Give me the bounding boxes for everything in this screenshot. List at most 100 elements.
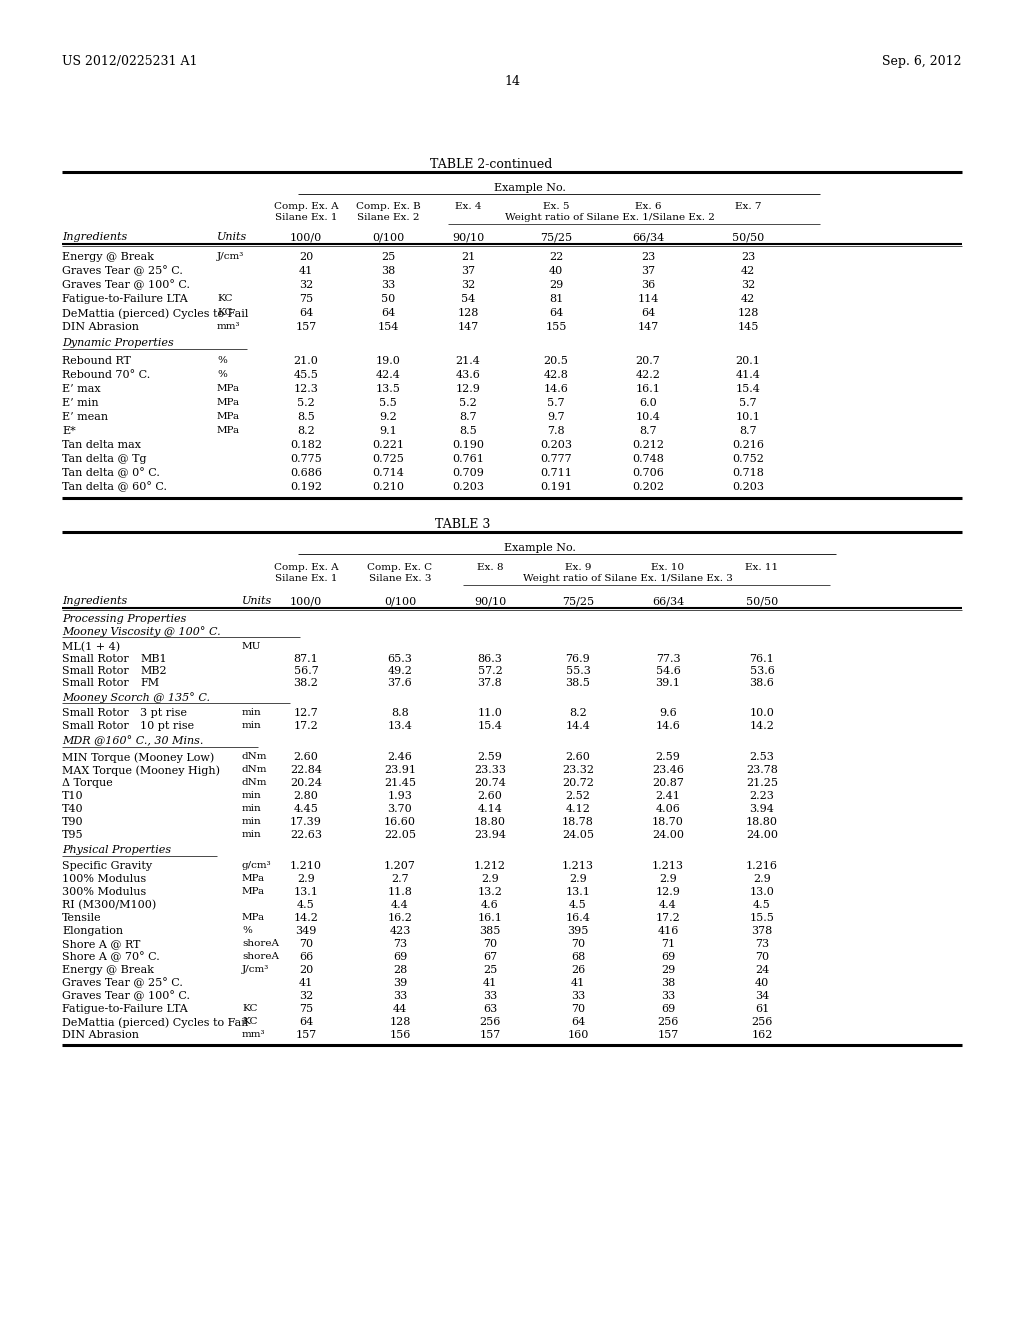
Text: 24.00: 24.00: [746, 830, 778, 840]
Text: 14.6: 14.6: [544, 384, 568, 393]
Text: 33: 33: [660, 991, 675, 1001]
Text: 8.7: 8.7: [459, 412, 477, 422]
Text: 4.45: 4.45: [294, 804, 318, 814]
Text: 43.6: 43.6: [456, 370, 480, 380]
Text: 64: 64: [299, 308, 313, 318]
Text: 416: 416: [657, 927, 679, 936]
Text: 3 pt rise: 3 pt rise: [140, 708, 187, 718]
Text: 17.2: 17.2: [655, 913, 680, 923]
Text: %: %: [217, 370, 227, 379]
Text: 22.84: 22.84: [290, 766, 322, 775]
Text: 2.23: 2.23: [750, 791, 774, 801]
Text: 64: 64: [641, 308, 655, 318]
Text: 17.2: 17.2: [294, 721, 318, 731]
Text: 0.777: 0.777: [541, 454, 571, 465]
Text: DIN Abrasion: DIN Abrasion: [62, 322, 139, 333]
Text: 23.33: 23.33: [474, 766, 506, 775]
Text: Dynamic Properties: Dynamic Properties: [62, 338, 174, 348]
Text: 16.4: 16.4: [565, 913, 591, 923]
Text: 23: 23: [741, 252, 755, 261]
Text: Tan delta @ 60° C.: Tan delta @ 60° C.: [62, 482, 167, 492]
Text: 5.7: 5.7: [739, 399, 757, 408]
Text: 0.203: 0.203: [540, 440, 572, 450]
Text: MU: MU: [242, 642, 261, 651]
Text: 157: 157: [479, 1030, 501, 1040]
Text: mm³: mm³: [242, 1030, 265, 1039]
Text: 18.80: 18.80: [474, 817, 506, 828]
Text: T40: T40: [62, 804, 84, 814]
Text: Energy @ Break: Energy @ Break: [62, 965, 154, 975]
Text: 37.6: 37.6: [388, 678, 413, 688]
Text: Ex. 4: Ex. 4: [455, 202, 481, 211]
Text: Silane Ex. 2: Silane Ex. 2: [356, 213, 419, 222]
Text: 6.0: 6.0: [639, 399, 656, 408]
Text: 2.41: 2.41: [655, 791, 680, 801]
Text: 16.60: 16.60: [384, 817, 416, 828]
Text: 90/10: 90/10: [474, 597, 506, 606]
Text: Mooney Viscosity @ 100° C.: Mooney Viscosity @ 100° C.: [62, 626, 220, 636]
Text: 9.1: 9.1: [379, 426, 397, 436]
Text: 128: 128: [737, 308, 759, 318]
Text: 70: 70: [571, 1005, 585, 1014]
Text: 256: 256: [657, 1016, 679, 1027]
Text: 0.203: 0.203: [452, 482, 484, 492]
Text: 0.761: 0.761: [452, 454, 484, 465]
Text: 32: 32: [299, 991, 313, 1001]
Text: 12.3: 12.3: [294, 384, 318, 393]
Text: Shore A @ RT: Shore A @ RT: [62, 939, 140, 949]
Text: 61: 61: [755, 1005, 769, 1014]
Text: 8.7: 8.7: [639, 426, 656, 436]
Text: dNm: dNm: [242, 777, 267, 787]
Text: T95: T95: [62, 830, 84, 840]
Text: 5.7: 5.7: [547, 399, 565, 408]
Text: 70: 70: [755, 952, 769, 962]
Text: 0.775: 0.775: [290, 454, 322, 465]
Text: 38: 38: [660, 978, 675, 987]
Text: 38.2: 38.2: [294, 678, 318, 688]
Text: 1.210: 1.210: [290, 861, 322, 871]
Text: J/cm³: J/cm³: [242, 965, 269, 974]
Text: Example No.: Example No.: [494, 183, 566, 193]
Text: TABLE 3: TABLE 3: [435, 517, 490, 531]
Text: 38.6: 38.6: [750, 678, 774, 688]
Text: 70: 70: [483, 939, 497, 949]
Text: 53.6: 53.6: [750, 667, 774, 676]
Text: 0/100: 0/100: [372, 232, 404, 242]
Text: 16.1: 16.1: [636, 384, 660, 393]
Text: 90/10: 90/10: [452, 232, 484, 242]
Text: 4.5: 4.5: [753, 900, 771, 909]
Text: min: min: [242, 708, 262, 717]
Text: 69: 69: [660, 1005, 675, 1014]
Text: Ex. 6: Ex. 6: [635, 202, 662, 211]
Text: 42: 42: [741, 294, 755, 304]
Text: 2.9: 2.9: [297, 874, 314, 884]
Text: T90: T90: [62, 817, 84, 828]
Text: 11.0: 11.0: [477, 708, 503, 718]
Text: Graves Tear @ 100° C.: Graves Tear @ 100° C.: [62, 280, 190, 290]
Text: Small Rotor: Small Rotor: [62, 653, 129, 664]
Text: 0.210: 0.210: [372, 482, 404, 492]
Text: MB2: MB2: [140, 667, 167, 676]
Text: 29: 29: [660, 965, 675, 975]
Text: MPa: MPa: [217, 399, 240, 407]
Text: 4.6: 4.6: [481, 900, 499, 909]
Text: 13.2: 13.2: [477, 887, 503, 898]
Text: 42: 42: [741, 267, 755, 276]
Text: MPa: MPa: [242, 913, 265, 921]
Text: 157: 157: [295, 1030, 316, 1040]
Text: 32: 32: [299, 280, 313, 290]
Text: 12.7: 12.7: [294, 708, 318, 718]
Text: 64: 64: [299, 1016, 313, 1027]
Text: shoreA: shoreA: [242, 939, 279, 948]
Text: 14.6: 14.6: [655, 721, 680, 731]
Text: Units: Units: [242, 597, 272, 606]
Text: Physical Properties: Physical Properties: [62, 845, 171, 855]
Text: 15.4: 15.4: [735, 384, 761, 393]
Text: 9.2: 9.2: [379, 412, 397, 422]
Text: 395: 395: [567, 927, 589, 936]
Text: Fatigue-to-Failure LTA: Fatigue-to-Failure LTA: [62, 294, 187, 304]
Text: 42.4: 42.4: [376, 370, 400, 380]
Text: Ex. 8: Ex. 8: [477, 564, 503, 572]
Text: 145: 145: [737, 322, 759, 333]
Text: US 2012/0225231 A1: US 2012/0225231 A1: [62, 55, 198, 69]
